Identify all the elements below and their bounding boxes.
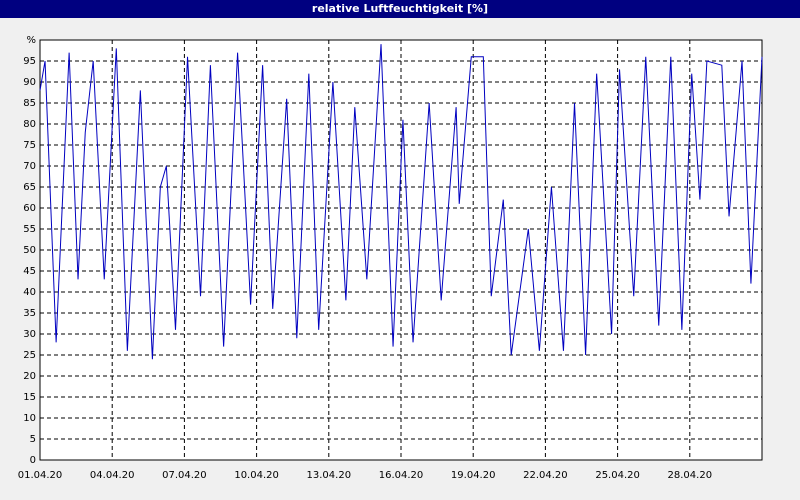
y-tick-label: 10 [23, 413, 36, 424]
y-tick-label: 55 [23, 224, 36, 235]
y-tick-label: 70 [23, 161, 36, 172]
y-tick-label: 5 [30, 434, 36, 445]
x-tick-label: 16.04.20 [379, 470, 424, 481]
x-tick-label: 22.04.20 [523, 470, 568, 481]
y-tick-label: % [26, 35, 36, 46]
title-bar [0, 0, 800, 18]
x-tick-label: 10.04.20 [234, 470, 279, 481]
y-tick-label: 95 [23, 56, 36, 67]
y-tick-label: 40 [23, 287, 36, 298]
y-tick-label: 20 [23, 371, 36, 382]
y-tick-label: 85 [23, 98, 36, 109]
y-tick-label: 30 [23, 329, 36, 340]
y-tick-label: 80 [23, 119, 36, 130]
x-tick-label: 13.04.20 [307, 470, 352, 481]
data-line [39, 44, 763, 360]
x-tick-label: 25.04.20 [595, 470, 640, 481]
y-tick-label: 90 [23, 77, 36, 88]
y-tick-label: 50 [23, 245, 36, 256]
y-tick-label: 0 [30, 455, 36, 466]
x-tick-label: 04.04.20 [90, 470, 135, 481]
y-tick-label: 15 [23, 392, 36, 403]
y-tick-label: 35 [23, 308, 36, 319]
x-tick-label: 28.04.20 [668, 470, 713, 481]
y-tick-label: 25 [23, 350, 36, 361]
y-tick-label: 60 [23, 203, 36, 214]
x-tick-label: 07.04.20 [162, 470, 207, 481]
x-tick-label: 19.04.20 [451, 470, 496, 481]
chart-title: relative Luftfeuchtigkeit [%] [312, 2, 488, 15]
y-tick-label: 75 [23, 140, 36, 151]
y-tick-label: 45 [23, 266, 36, 277]
x-tick-label: 01.04.20 [18, 470, 63, 481]
y-tick-label: 65 [23, 182, 36, 193]
